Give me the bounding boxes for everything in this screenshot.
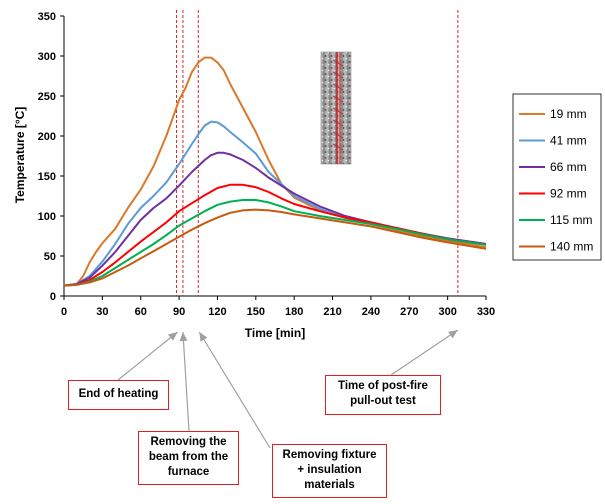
annotation-text: pull-out test — [350, 395, 416, 407]
x-tick-label: 270 — [400, 306, 418, 318]
pointer-arrow — [182, 331, 190, 432]
x-tick-label: 180 — [285, 306, 303, 318]
y-tick-label: 100 — [38, 211, 56, 223]
annotation-text: Removing fixture — [282, 449, 377, 461]
annotation-text: Removing the — [150, 436, 227, 448]
annotation-removing-beam: Removing the beam from the furnace — [138, 431, 239, 485]
legend-label: 41 mm — [550, 134, 587, 148]
annotation-post-fire-test: Time of post-fire pull-out test — [325, 375, 441, 415]
series-line — [63, 199, 487, 287]
y-tick-label: 200 — [38, 131, 56, 143]
legend-label: 19 mm — [550, 107, 587, 121]
legend-label: 66 mm — [550, 160, 587, 174]
annotation-text: materials — [304, 479, 355, 491]
x-tick-label: 0 — [61, 306, 67, 318]
y-tick-label: 50 — [44, 251, 56, 263]
y-tick-label: 350 — [38, 11, 56, 23]
x-tick-label: 120 — [208, 306, 226, 318]
y-tick-label: 150 — [38, 171, 56, 183]
annotation-text: furnace — [167, 466, 210, 478]
legend: 19 mm 41 mm 66 mm 92 mm 115 mm 140 mm — [512, 93, 602, 261]
pointer-arrowhead — [168, 332, 178, 341]
y-tick-label: 250 — [38, 91, 56, 103]
pointer-arrow — [390, 329, 459, 376]
legend-label: 92 mm — [550, 187, 587, 201]
x-tick-label: 90 — [173, 306, 185, 318]
legend-label: 115 mm — [550, 213, 592, 227]
y-axis-label: Temperature [°C] — [13, 107, 27, 204]
y-tick-label: 0 — [50, 291, 56, 303]
pointer-arrowhead — [179, 332, 188, 342]
x-tick-label: 30 — [96, 306, 108, 318]
annotation-arrows — [117, 329, 459, 449]
annotation-text: beam from the — [148, 451, 229, 463]
pointer-arrow — [117, 331, 178, 381]
annotation-end-of-heating: End of heating — [68, 380, 169, 410]
x-tick-label: 60 — [135, 306, 147, 318]
annotation-text: Time of post-fire — [338, 380, 428, 392]
annotation-text: End of heating — [78, 388, 159, 400]
series-layer — [63, 56, 487, 287]
x-axis-label: Time [min] — [245, 326, 305, 340]
pointer-arrowhead — [199, 332, 208, 342]
pointer-arrow — [198, 331, 271, 449]
x-tick-label: 240 — [362, 306, 380, 318]
y-tick-label: 300 — [38, 51, 56, 63]
annotation-text: + insulation — [297, 464, 362, 476]
x-tick-label: 330 — [477, 306, 495, 318]
annotation-removing-fixture: Removing fixture + insulation materials — [272, 444, 387, 498]
series-line — [63, 208, 487, 287]
series-line — [63, 183, 487, 287]
axes: 0 50 100 150 200 250 300 350 0 30 60 90 120 150 180 210… — [38, 11, 496, 318]
x-tick-label: 210 — [323, 306, 341, 318]
specimen-photo — [320, 51, 352, 165]
pointer-arrowhead — [448, 330, 458, 339]
x-tick-label: 150 — [247, 306, 265, 318]
x-tick-label: 300 — [438, 306, 456, 318]
legend-label: 140 mm — [550, 240, 593, 254]
vertical-markers — [176, 10, 459, 296]
